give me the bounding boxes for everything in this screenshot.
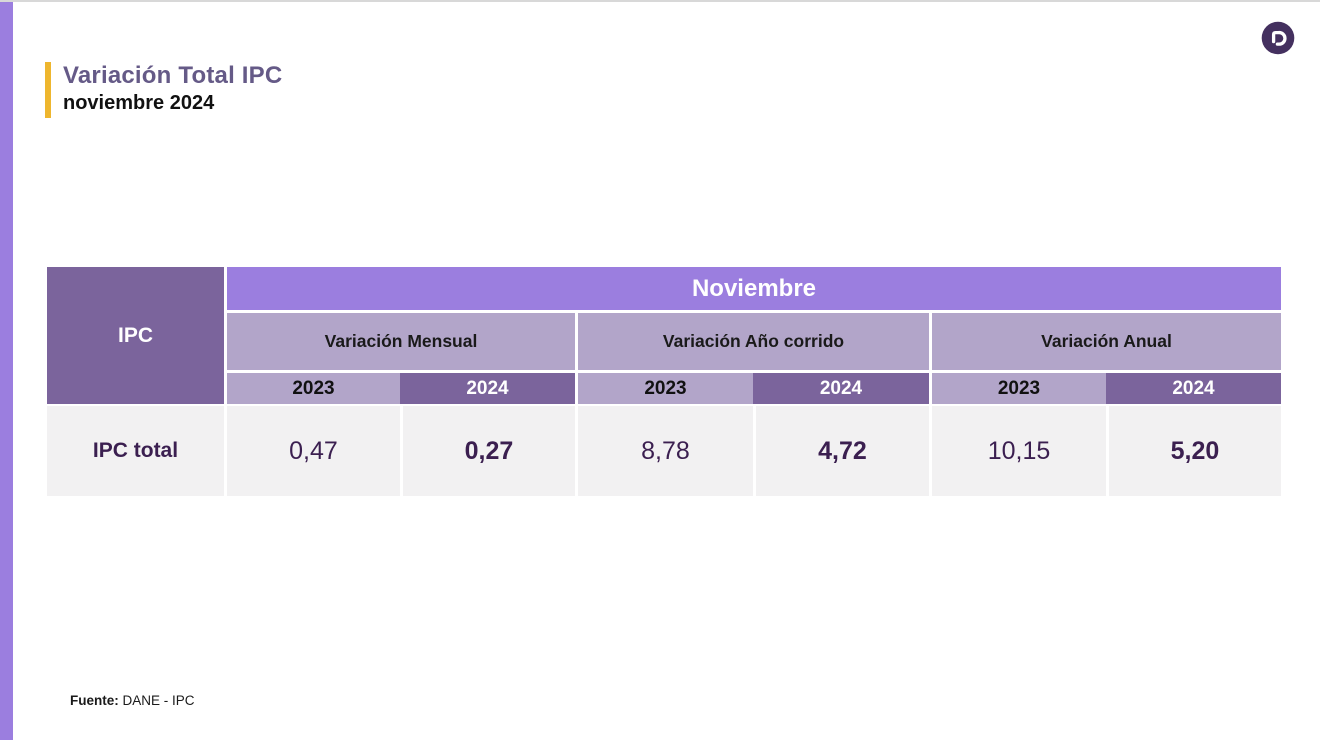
value-anual-2024: 5,20	[1106, 406, 1281, 496]
dane-logo-icon	[1261, 21, 1295, 55]
source-value: DANE - IPC	[122, 693, 195, 708]
value-mensual-2024: 0,27	[400, 406, 575, 496]
value-mensual-2023: 0,47	[227, 406, 400, 496]
section-header-variacion-mensual: Variación Mensual	[227, 313, 575, 370]
page-subtitle: noviembre 2024	[63, 92, 215, 114]
year-header-ano-corrido-2023: 2023	[578, 373, 753, 404]
section-header-variacion-anual: Variación Anual	[932, 313, 1281, 370]
value-ano-corrido-2024: 4,72	[753, 406, 929, 496]
row-label-ipc-total: IPC total	[47, 406, 224, 496]
title-accent-bar	[45, 62, 51, 118]
ipc-variation-table: IPC Noviembre Variación Mensual Variació…	[47, 267, 1281, 496]
source-footnote: Fuente: DANE - IPC	[70, 693, 195, 708]
year-header-anual-2023: 2023	[932, 373, 1106, 404]
left-accent-strip	[0, 2, 13, 740]
year-header-ano-corrido-2024: 2024	[753, 373, 929, 404]
value-anual-2023: 10,15	[932, 406, 1106, 496]
page-title: Variación Total IPC	[63, 62, 283, 89]
table-corner-header: IPC	[47, 267, 224, 404]
source-label: Fuente:	[70, 693, 119, 708]
top-divider-line	[0, 0, 1320, 2]
year-header-mensual-2024: 2024	[400, 373, 575, 404]
table-month-header: Noviembre	[227, 267, 1281, 310]
year-header-anual-2024: 2024	[1106, 373, 1281, 404]
year-header-mensual-2023: 2023	[227, 373, 400, 404]
section-header-variacion-ano-corrido: Variación Año corrido	[578, 313, 929, 370]
value-ano-corrido-2023: 8,78	[578, 406, 753, 496]
